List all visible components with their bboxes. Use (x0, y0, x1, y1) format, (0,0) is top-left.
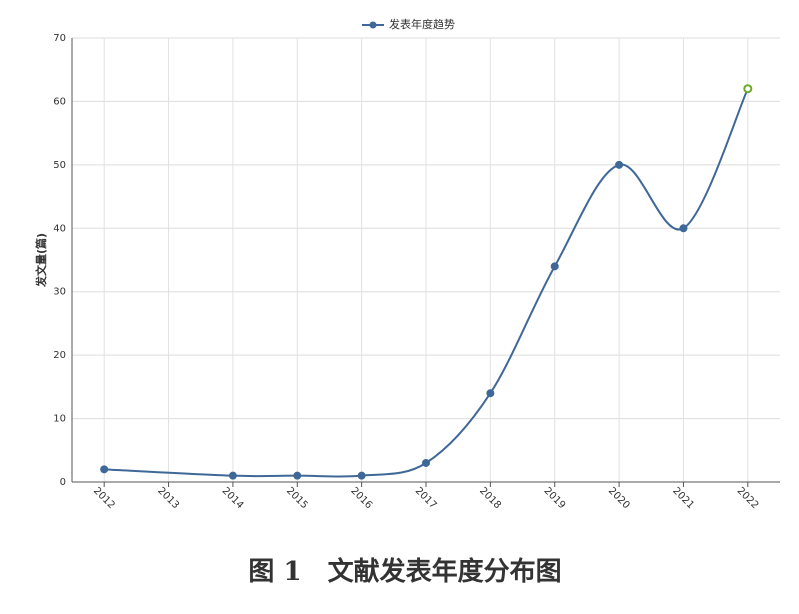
x-tick-label: 2022 (735, 485, 761, 511)
x-tick-label: 2017 (413, 485, 439, 511)
point (550, 262, 559, 271)
x-tick-label: 2012 (91, 485, 117, 511)
y-tick-label: 10 (53, 414, 66, 425)
caption: 图 1 文献发表年度分布图 (248, 556, 561, 587)
point (486, 389, 495, 398)
point (422, 458, 430, 467)
y-tick-label: 50 (53, 160, 66, 171)
x-tick-label: 2016 (348, 485, 374, 511)
point (228, 471, 237, 480)
legend-label[interactable]: 发表年度趋势 (389, 17, 455, 31)
point (100, 465, 109, 474)
y-tick-label: 30 (53, 287, 66, 298)
point (743, 84, 753, 94)
point (357, 471, 366, 480)
point (615, 160, 624, 169)
y-tick-label: 0 (60, 477, 66, 488)
x-tick-label: 2020 (606, 485, 632, 511)
y-tick-label: 40 (53, 223, 66, 234)
x-tick-label: 2019 (541, 485, 567, 511)
y-tick-label: 20 (53, 350, 66, 361)
x-tick-label: 2021 (670, 485, 696, 511)
y-tick-label: 60 (53, 96, 66, 107)
y-tick-label: 70 (53, 33, 66, 44)
x-tick-label: 2014 (220, 485, 246, 511)
x-tick-label: 2013 (155, 485, 181, 511)
legend-marker (369, 21, 377, 29)
x-tick-label: 2018 (477, 485, 503, 511)
point (679, 224, 688, 233)
y-axis-title: 发文量(篇) (34, 233, 48, 288)
point (293, 471, 302, 480)
x-tick-label: 2015 (284, 485, 310, 511)
